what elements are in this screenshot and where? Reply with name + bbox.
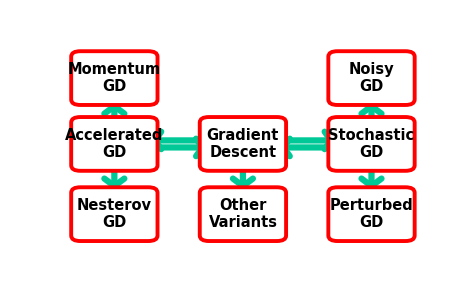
Text: Momentum
GD: Momentum GD — [68, 62, 161, 94]
Text: Gradient
Descent: Gradient Descent — [207, 128, 279, 160]
Text: Accelerated
GD: Accelerated GD — [65, 128, 164, 160]
FancyBboxPatch shape — [200, 117, 286, 171]
Text: Perturbed
GD: Perturbed GD — [329, 198, 413, 230]
FancyBboxPatch shape — [71, 51, 157, 105]
FancyBboxPatch shape — [328, 187, 415, 241]
FancyBboxPatch shape — [328, 117, 415, 171]
Text: Other
Variants: Other Variants — [209, 198, 277, 230]
Text: Noisy
GD: Noisy GD — [349, 62, 394, 94]
FancyBboxPatch shape — [200, 187, 286, 241]
FancyBboxPatch shape — [71, 187, 157, 241]
Text: Nesterov
GD: Nesterov GD — [77, 198, 152, 230]
FancyBboxPatch shape — [71, 117, 157, 171]
FancyBboxPatch shape — [328, 51, 415, 105]
Text: Stochastic
GD: Stochastic GD — [328, 128, 415, 160]
